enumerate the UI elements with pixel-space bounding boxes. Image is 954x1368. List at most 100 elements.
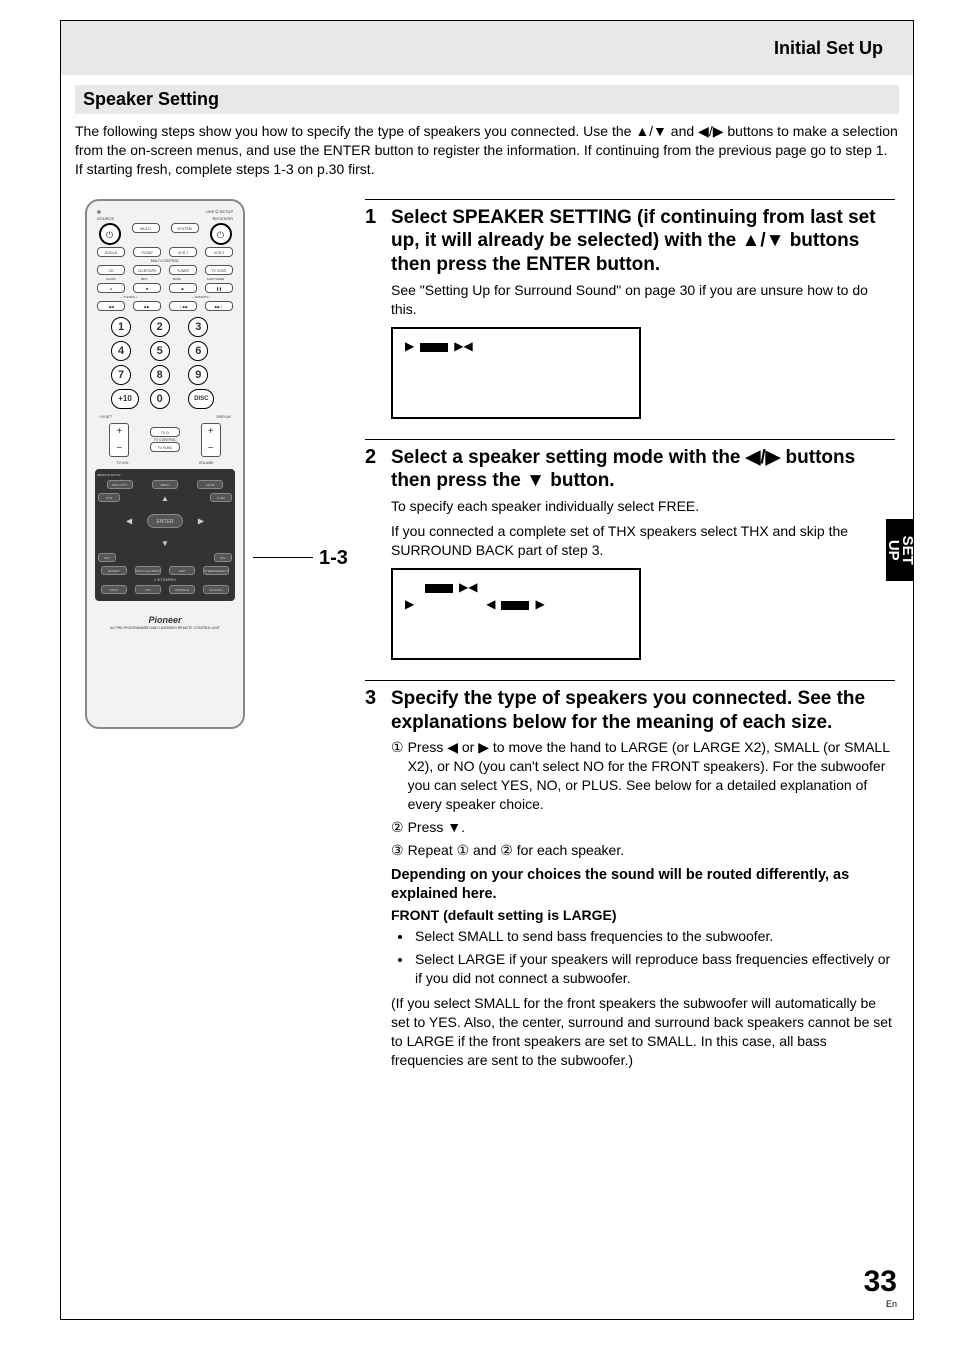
step-3-bullet2: Select LARGE if your speakers will repro…	[413, 950, 895, 988]
remote-stop-button[interactable]: ■	[133, 283, 161, 293]
step-3-sub3-text: Repeat ① and ② for each speaker.	[408, 841, 625, 860]
step-3-front-heading: FRONT (default setting is LARGE)	[391, 907, 895, 923]
remote-receiver-label: RECEIVER	[213, 216, 233, 221]
circled-1-icon: ①	[391, 738, 404, 814]
remote-key-6[interactable]: 6	[188, 341, 208, 361]
remote-key-7[interactable]: 7	[111, 365, 131, 385]
page-number-value: 33	[864, 1265, 897, 1298]
step-divider	[365, 199, 895, 200]
remote-tvfunc-button[interactable]: TV FUNC	[150, 442, 180, 452]
step-1-title: Select SPEAKER SETTING (if continuing fr…	[391, 206, 895, 277]
remote-volume-rocker[interactable]: +−	[201, 423, 221, 457]
remote-input-att-button[interactable]: INPUT ATT	[107, 480, 133, 489]
remote-prev-button[interactable]: ❘◀◀	[169, 301, 197, 311]
step-2-number: 2	[365, 446, 383, 670]
remote-mode-button[interactable]: EFFECT	[101, 566, 127, 575]
left-column: ▦ USE ⏻ SETUP SOURCE RECEIVER ⏻ MULTI SY…	[75, 189, 355, 1076]
remote-stereo-button[interactable]: STEREO/DIRECT	[203, 566, 229, 575]
step-3-bullet1: Select SMALL to send bass frequencies to…	[413, 927, 895, 946]
remote-keypad: 1 2 3 4 5 6 7 8 9 +10 0 DISC	[111, 317, 219, 409]
remote-multich-button[interactable]: MULTI CH INPUT	[135, 566, 161, 575]
step-2-text2: If you connected a complete set of THX s…	[391, 522, 895, 560]
remote-key-9[interactable]: 9	[188, 365, 208, 385]
remote-dsp-button[interactable]: DSP	[169, 566, 195, 575]
step-2: 2 Select a speaker setting mode with the…	[365, 446, 895, 670]
lcd-block-icon	[501, 601, 529, 610]
manual-page: Initial Set Up Speaker Setting The follo…	[60, 20, 914, 1320]
remote-rev-button[interactable]: ◀◀	[97, 301, 125, 311]
step-3-bullets: Select SMALL to send bass frequencies to…	[413, 927, 895, 988]
remote-pause-button[interactable]: ❚❚	[205, 283, 233, 293]
section-title-bar: Speaker Setting	[75, 85, 899, 114]
remote-tvcont-button[interactable]: TV CONT	[205, 265, 233, 275]
remote-source-power-button[interactable]: ⏻	[99, 223, 121, 245]
remote-dvd-button[interactable]: DVD/LD	[97, 247, 125, 257]
remote-cd-button[interactable]: CD	[97, 265, 125, 275]
remote-function-button[interactable]: FUNC	[210, 493, 232, 502]
remote-tvsat-button[interactable]: TV/SAT	[133, 247, 161, 257]
remote-vcr1-button[interactable]: VCR 1	[169, 247, 197, 257]
remote-setup-icon: ▦	[97, 209, 101, 214]
lcd-block-icon	[420, 343, 448, 352]
remote-tvvol-rocker[interactable]: +−	[109, 423, 129, 457]
remote-key-1[interactable]: 1	[111, 317, 131, 337]
remote-next-button[interactable]: ▶▶❘	[205, 301, 233, 311]
remote-fwd-button[interactable]: ▶▶	[133, 301, 161, 311]
remote-use-label: USE	[206, 209, 214, 214]
step-1-lcd: ▶ ▶◀	[391, 327, 641, 419]
step-divider	[365, 439, 895, 440]
remote-cdr-button[interactable]: CD-R/TAPE	[133, 265, 161, 275]
remote-subbrand: AV PRE-PROGRAMMED AND LEARNING REMOTE CO…	[93, 626, 237, 630]
circled-3-icon: ③	[391, 841, 404, 860]
remote-tuner-button[interactable]: TUNER	[169, 265, 197, 275]
lcd-arrows-icon: ▶◀	[454, 339, 472, 356]
step-1-text: See "Setting Up for Surround Sound" on p…	[391, 281, 895, 319]
remote-menu-button[interactable]: MENU	[152, 480, 178, 489]
remote-scaling-button[interactable]: SCALING	[203, 585, 229, 594]
remote-rec-button[interactable]: ●	[97, 283, 125, 293]
lcd-cursor-icon: ▶	[405, 597, 414, 614]
remote-receiver-power-button[interactable]: ⏻	[210, 223, 232, 245]
remote-brand: Pioneer	[93, 615, 237, 625]
callout-line	[253, 557, 313, 558]
remote-system-setup-button[interactable]: SYS	[98, 493, 120, 502]
remote-tv-power-button[interactable]: TV ⏻	[150, 427, 180, 437]
remote-multi-button[interactable]: MULTI	[132, 223, 160, 233]
step-3-paren-note: (If you select SMALL for the front speak…	[391, 994, 895, 1070]
remote-light-button[interactable]: LIGHT	[101, 585, 127, 594]
remote-vcr2-button[interactable]: VCR 2	[205, 247, 233, 257]
page-header-title: Initial Set Up	[774, 38, 883, 59]
page-number-lang: En	[864, 1299, 897, 1309]
step-3: 3 Specify the type of speakers you conne…	[365, 687, 895, 1070]
remote-key-8[interactable]: 8	[150, 365, 170, 385]
remote-dark-zone: REMOTE SETUP INPUT ATT MENU MUTE SYS ▲ ◀…	[95, 469, 235, 601]
remote-signal-button[interactable]: SIG	[214, 553, 232, 562]
circled-2-icon: ②	[391, 818, 404, 837]
remote-volume-label: VOLUME	[199, 461, 214, 465]
remote-thx-button[interactable]: THX	[135, 585, 161, 594]
remote-key-0[interactable]: 0	[150, 389, 170, 409]
remote-system-button[interactable]: SYSTEM	[171, 223, 199, 233]
remote-enter-button[interactable]: ENTER	[147, 514, 183, 528]
content-row: ▦ USE ⏻ SETUP SOURCE RECEIVER ⏻ MULTI SY…	[75, 189, 899, 1076]
remote-key-plus10[interactable]: +10	[111, 389, 139, 409]
step-3-number: 3	[365, 687, 383, 1070]
remote-advance-button[interactable]: ADVANCE	[169, 585, 195, 594]
side-tab-line2: UP	[885, 540, 902, 561]
intro-paragraph: The following steps show you how to spec…	[75, 122, 899, 179]
remote-key-2[interactable]: 2	[150, 317, 170, 337]
remote-key-3[interactable]: 3	[188, 317, 208, 337]
remote-effect-button[interactable]: EFF	[98, 553, 116, 562]
remote-control-illustration: ▦ USE ⏻ SETUP SOURCE RECEIVER ⏻ MULTI SY…	[85, 199, 245, 729]
remote-play-button[interactable]: ▶	[169, 283, 197, 293]
lcd-arrows-icon: ▶◀	[459, 580, 477, 597]
step-3-sub2: ② Press ▼.	[391, 818, 895, 837]
remote-mute-button[interactable]: MUTE	[197, 480, 223, 489]
remote-key-disc[interactable]: DISC	[188, 389, 214, 409]
step-3-sub2-text: Press ▼.	[408, 818, 465, 837]
remote-key-5[interactable]: 5	[150, 341, 170, 361]
remote-key-4[interactable]: 4	[111, 341, 131, 361]
lcd-block-icon	[425, 584, 453, 593]
remote-direction-pad[interactable]: ▲ ◀ ▶ ▼ ENTER	[130, 496, 200, 546]
step-3-sub1-text: Press ◀ or ▶ to move the hand to LARGE (…	[408, 738, 895, 814]
